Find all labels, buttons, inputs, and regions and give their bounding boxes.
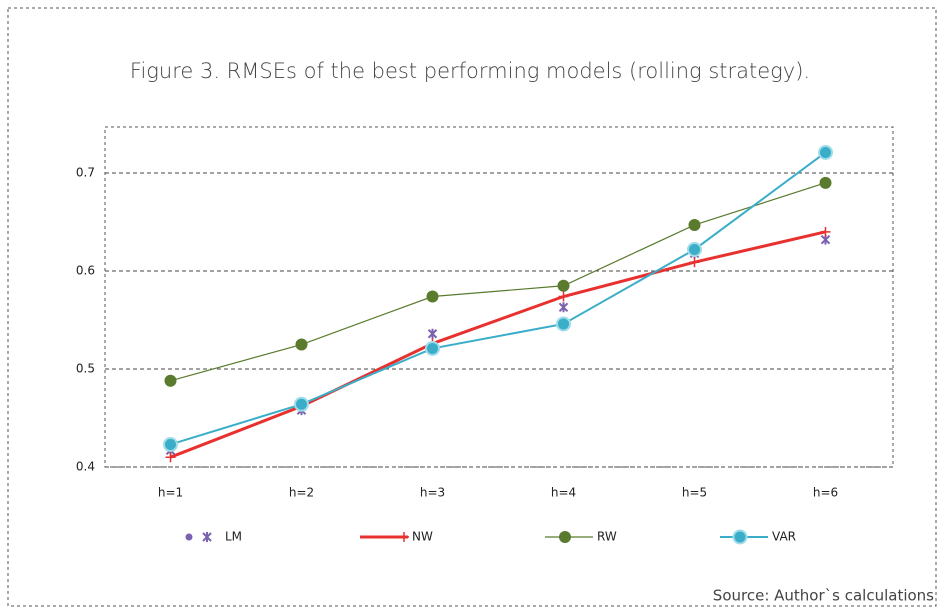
marker bbox=[294, 396, 309, 412]
marker bbox=[559, 531, 571, 543]
marker bbox=[399, 532, 409, 542]
series-line bbox=[170, 151, 827, 446]
x-tick-label: h=6 bbox=[813, 486, 838, 500]
x-tick-label: h=5 bbox=[682, 486, 707, 500]
marker bbox=[427, 328, 438, 339]
marker bbox=[557, 279, 570, 292]
chart-title: Figure 3. RMSEs of the best performing m… bbox=[130, 59, 810, 83]
plot-area bbox=[104, 126, 894, 468]
marker bbox=[165, 452, 176, 463]
legend-label: LM bbox=[225, 530, 242, 544]
legend-label: VAR bbox=[772, 530, 796, 544]
y-tick-label: 0.6 bbox=[76, 264, 95, 278]
legend-label: RW bbox=[597, 530, 617, 544]
series-line bbox=[169, 230, 826, 459]
marker bbox=[819, 176, 832, 189]
legend-label: NW bbox=[412, 530, 433, 544]
marker bbox=[164, 374, 177, 387]
marker bbox=[687, 241, 702, 257]
marker bbox=[295, 338, 308, 351]
y-tick-label: 0.4 bbox=[76, 460, 95, 474]
marker bbox=[558, 291, 569, 302]
x-tick-label: h=1 bbox=[158, 486, 183, 500]
marker bbox=[689, 257, 700, 268]
x-tick-label: h=4 bbox=[551, 486, 576, 500]
marker bbox=[818, 144, 833, 160]
marker bbox=[556, 316, 571, 332]
y-tick-label: 0.5 bbox=[76, 362, 95, 376]
source-note: Source: Author`s calculations bbox=[713, 587, 934, 605]
x-tick-label: h=2 bbox=[289, 486, 314, 500]
marker bbox=[558, 302, 569, 313]
marker bbox=[426, 290, 439, 303]
marker bbox=[732, 529, 748, 545]
series-line bbox=[170, 182, 826, 382]
marker bbox=[163, 436, 178, 452]
x-tick-label: h=3 bbox=[420, 486, 445, 500]
y-tick-label: 0.7 bbox=[76, 166, 95, 180]
marker bbox=[202, 532, 212, 542]
legend-dot bbox=[185, 533, 193, 541]
marker bbox=[425, 340, 440, 356]
frame bbox=[7, 7, 937, 607]
marker bbox=[820, 226, 831, 237]
marker bbox=[688, 218, 701, 231]
